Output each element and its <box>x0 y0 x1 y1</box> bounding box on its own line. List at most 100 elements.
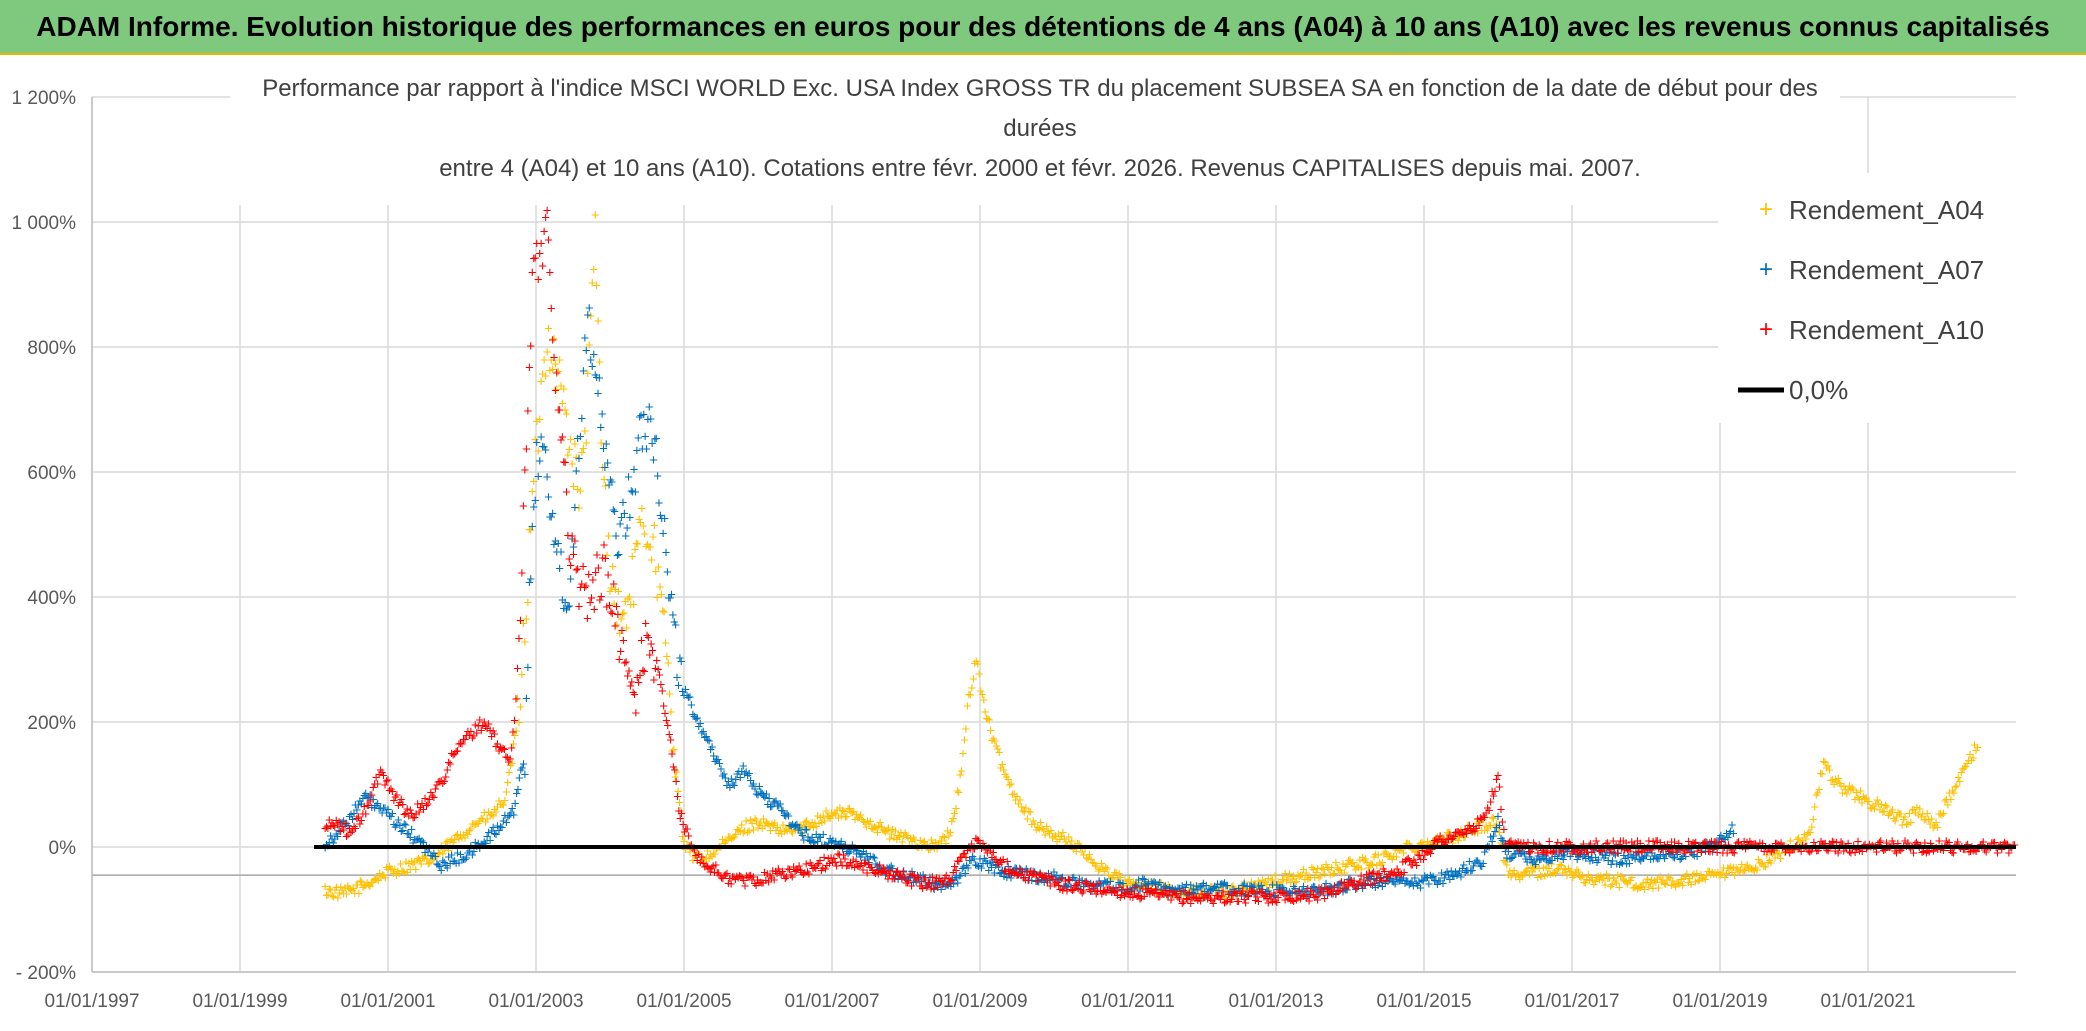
data-point: + <box>1825 762 1834 779</box>
data-point: + <box>848 805 857 822</box>
data-point: + <box>413 852 422 869</box>
data-point: + <box>824 809 833 826</box>
data-point: + <box>624 591 633 608</box>
data-point: + <box>1168 882 1177 899</box>
data-point: + <box>1348 854 1357 871</box>
data-point: + <box>1891 813 1900 830</box>
data-point: + <box>1344 852 1353 869</box>
data-point: + <box>512 691 521 708</box>
data-point: + <box>797 817 806 834</box>
data-point: + <box>613 617 622 634</box>
data-point: + <box>1687 877 1696 894</box>
data-point: + <box>1113 871 1122 888</box>
data-point: + <box>1416 835 1425 852</box>
data-point: + <box>392 867 401 884</box>
data-point: + <box>1500 853 1509 870</box>
data-point: + <box>1557 858 1566 875</box>
data-point: + <box>1735 864 1744 881</box>
data-point: + <box>1441 835 1450 852</box>
data-point: + <box>1165 883 1174 900</box>
data-point: + <box>484 804 493 821</box>
data-point: + <box>580 423 589 440</box>
data-point: + <box>1306 870 1315 887</box>
data-point: + <box>1771 850 1780 867</box>
data-point: + <box>1691 874 1700 891</box>
data-point: + <box>1744 861 1753 878</box>
data-point: + <box>1551 865 1560 882</box>
data-point: + <box>1265 880 1274 897</box>
data-point: + <box>1041 827 1050 844</box>
data-point: + <box>1196 887 1205 904</box>
data-point: + <box>686 844 695 861</box>
data-point: + <box>548 362 557 379</box>
data-point: + <box>582 435 591 452</box>
data-point: + <box>1866 800 1875 817</box>
data-point: + <box>758 820 767 837</box>
data-point: + <box>1137 875 1146 892</box>
data-point: + <box>1521 864 1530 881</box>
data-point: + <box>455 855 464 872</box>
data-point: + <box>334 890 343 907</box>
data-point: + <box>477 836 486 853</box>
data-point: + <box>1858 795 1867 812</box>
data-point: + <box>983 711 992 728</box>
data-point: + <box>379 800 388 817</box>
data-point: + <box>389 865 398 882</box>
data-point: + <box>1057 829 1066 846</box>
data-point: + <box>1395 842 1404 859</box>
data-point: + <box>1833 774 1842 791</box>
data-point: + <box>1119 878 1128 895</box>
data-point: + <box>730 829 739 846</box>
data-point: + <box>1374 847 1383 864</box>
data-point: + <box>349 880 358 897</box>
data-point: + <box>1452 829 1461 846</box>
data-point: + <box>1558 865 1567 882</box>
data-point: + <box>1162 888 1171 905</box>
data-point: + <box>808 815 817 832</box>
data-point: + <box>1809 811 1818 828</box>
data-point: + <box>400 865 409 882</box>
data-point: + <box>1570 868 1579 885</box>
data-point: + <box>770 815 779 832</box>
data-point: + <box>1094 863 1103 880</box>
data-point: + <box>804 818 813 835</box>
data-point: + <box>1711 865 1720 882</box>
data-point: + <box>1870 801 1879 818</box>
data-point: + <box>1005 777 1014 794</box>
data-point: + <box>1267 872 1276 889</box>
data-point: + <box>1912 799 1921 816</box>
data-point: + <box>462 824 471 841</box>
data-point: + <box>1606 879 1615 896</box>
data-point: + <box>352 877 361 894</box>
data-point: + <box>594 313 603 330</box>
data-point: + <box>399 863 408 880</box>
data-point: + <box>834 810 843 827</box>
data-point: + <box>440 855 449 872</box>
data-point: + <box>516 612 525 629</box>
data-point: + <box>1587 869 1596 886</box>
data-point: + <box>562 484 571 501</box>
data-point: + <box>381 800 390 817</box>
data-point: + <box>874 818 883 835</box>
data-point: + <box>1764 854 1773 871</box>
data-point: + <box>427 851 436 868</box>
data-point: + <box>1158 883 1167 900</box>
x-tick-label: 01/01/2015 <box>1376 991 1471 1012</box>
data-point: + <box>1821 755 1830 772</box>
data-point: + <box>1426 836 1435 853</box>
data-point: + <box>1946 792 1955 809</box>
data-point: + <box>1742 859 1751 876</box>
data-point: + <box>1507 869 1516 886</box>
data-point: + <box>1058 825 1067 842</box>
data-point: + <box>1082 850 1091 867</box>
data-point: + <box>1887 804 1896 821</box>
data-point: + <box>350 886 359 903</box>
data-point: + <box>403 825 412 842</box>
data-point: + <box>1594 869 1603 886</box>
data-point: + <box>562 406 571 423</box>
data-point: + <box>555 402 564 419</box>
data-point: + <box>416 834 425 851</box>
data-point: + <box>855 810 864 827</box>
data-point: + <box>525 359 534 376</box>
